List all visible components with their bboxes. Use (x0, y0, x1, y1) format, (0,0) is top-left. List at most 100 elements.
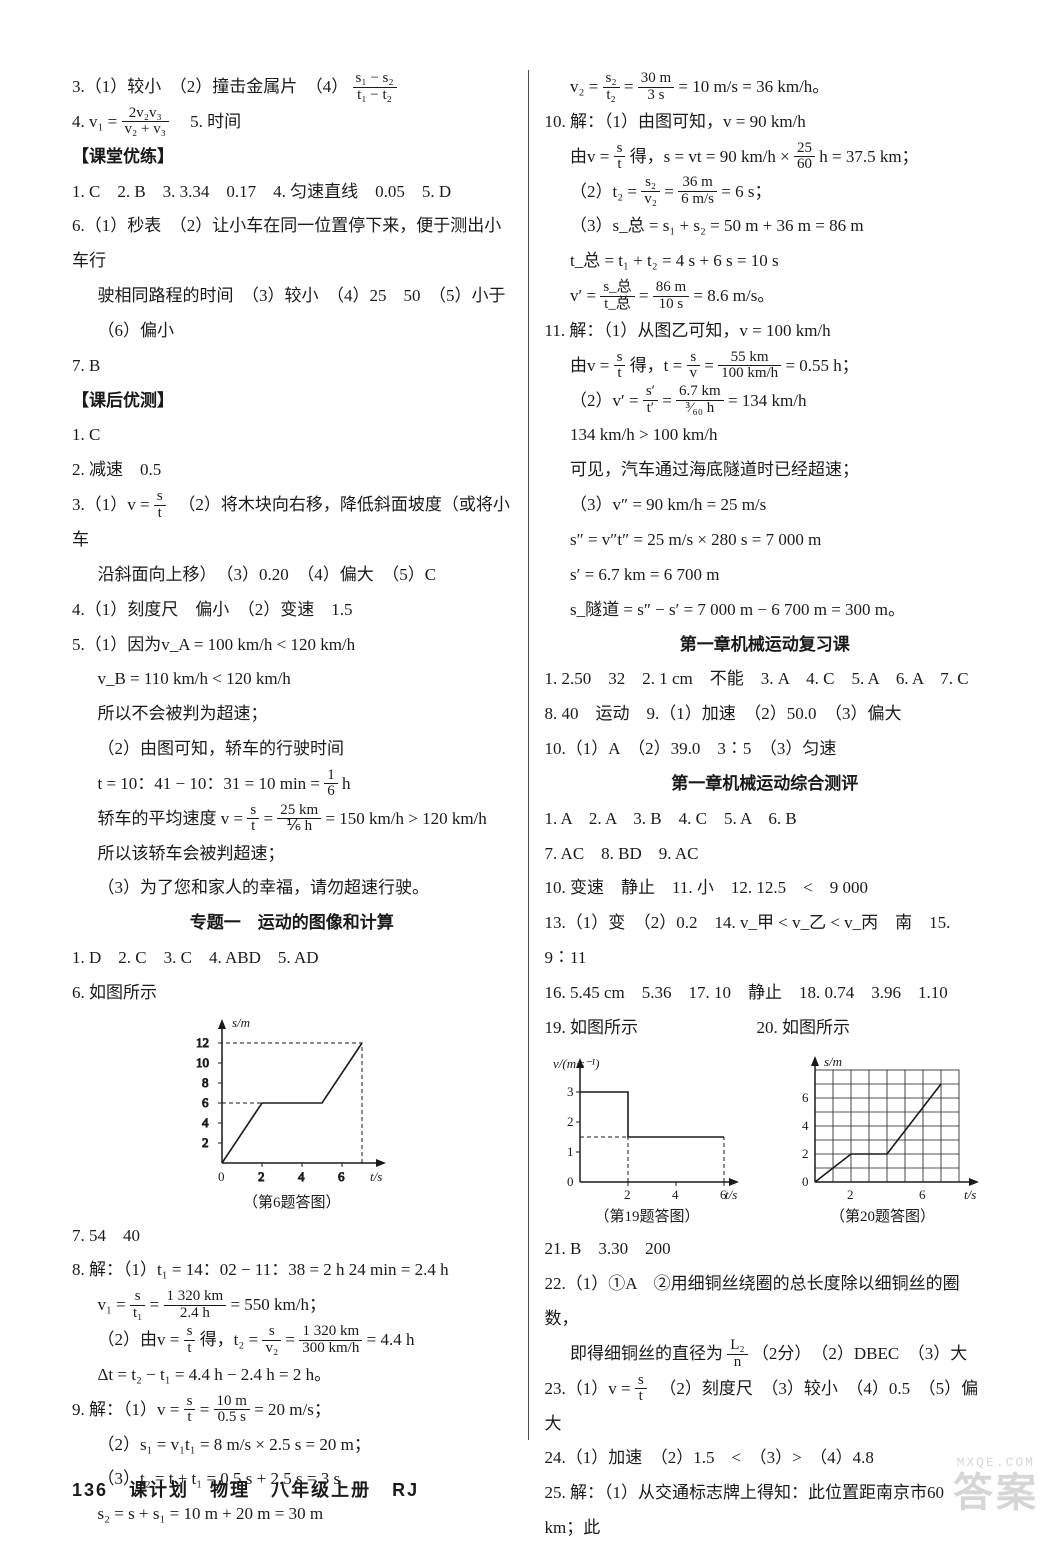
line: 19. 如图所示 20. 如图所示 (545, 1011, 986, 1046)
svg-text:6: 6 (202, 1095, 209, 1110)
right-column: v₂ = s₂t₂ = 30 m3 s = 10 m/s = 36 km/h。 … (529, 70, 1002, 1440)
chart-q6: 2 4 6 8 10 12 2 4 6 0 s/m t/s (182, 1013, 402, 1188)
line: s_隧道 = s″ − s′ = 7 000 m − 6 700 m = 300… (545, 593, 986, 628)
svg-text:v/(m·s⁻¹): v/(m·s⁻¹) (553, 1056, 600, 1071)
svg-text:8: 8 (202, 1075, 209, 1090)
svg-text:3: 3 (567, 1084, 574, 1099)
line: v′ = s_总t_总 = 86 m10 s = 8.6 m/s。 (545, 279, 986, 314)
text: 轿车的平均速度 v = (98, 809, 248, 828)
line: Δt = t₂ − t₁ = 4.4 h − 2.4 h = 2 h。 (72, 1358, 512, 1393)
line: 6.（1）秒表 （2）让小车在同一位置停下来，便于测出小车行 (72, 209, 512, 279)
line: 134 km/h > 100 km/h (545, 418, 986, 453)
page-number: 136 (72, 1480, 108, 1500)
line: 6. 如图所示 (72, 976, 512, 1011)
fraction: 1 6 (324, 768, 338, 801)
page-footer: 136 课计划 物理 八年级上册 RJ (72, 1476, 419, 1502)
line: 轿车的平均速度 v = s t = 25 km ⅙ h = 150 km/h >… (72, 802, 512, 837)
svg-text:2: 2 (258, 1169, 265, 1184)
line: 由v = st 得，t = sv = 55 km100 km/h = 0.55 … (545, 349, 986, 384)
text: h (342, 774, 351, 793)
line: v₁ = st₁ = 1 320 km2.4 h = 550 km/h； (72, 1288, 512, 1323)
svg-text:2: 2 (847, 1187, 854, 1202)
line: 11. 解：（1）从图乙可知，v = 100 km/h (545, 314, 986, 349)
footer-subject: 物理 (210, 1480, 250, 1500)
topic-heading: 第一章机械运动复习课 (545, 628, 986, 663)
line: （3）v″ = 90 km/h = 25 m/s (545, 488, 986, 523)
svg-text:2: 2 (567, 1114, 574, 1129)
svg-text:0: 0 (567, 1174, 574, 1189)
footer-grade: 八年级上册 (271, 1480, 371, 1500)
svg-text:4: 4 (802, 1118, 809, 1133)
line: 驶相同路程的时间 （3）较小 （4）25 50 （5）小于 (72, 279, 512, 314)
line: 3.（1）v = s t （2）将木块向右移，降低斜面坡度（或将小车 (72, 488, 512, 558)
fraction: 2v₂v₃ v₂ + v₃ (122, 106, 169, 139)
svg-text:s/m: s/m (232, 1015, 250, 1030)
line: 7. 54 40 (72, 1219, 512, 1254)
line: 1. C (72, 418, 512, 453)
chart-caption: （第6题答图） (72, 1188, 512, 1219)
line: 所以该轿车会被判超速； (72, 837, 512, 872)
line: 9. 解：（1）v = st = 10 m0.5 s = 20 m/s； (72, 1393, 512, 1428)
text: 3.（1）较小 （2）撞击金属片 （4） (72, 77, 348, 96)
svg-text:6: 6 (802, 1090, 809, 1105)
svg-text:0: 0 (802, 1174, 809, 1189)
topic-heading: 第一章机械运动综合测评 (545, 767, 986, 802)
line: 10. 解：（1）由图可知，v = 90 km/h (545, 105, 986, 140)
line: （2）v′ = s′t′ = 6.7 km³⁄₆₀ h = 134 km/h (545, 384, 986, 419)
svg-text:2: 2 (802, 1146, 809, 1161)
text: 4. v₁ = (72, 112, 122, 131)
line: （6）偏小 (72, 314, 512, 349)
svg-text:t/s: t/s (964, 1187, 976, 1202)
svg-text:10: 10 (196, 1055, 209, 1070)
watermark-text: 答案 (953, 1460, 1039, 1518)
svg-text:12: 12 (196, 1035, 209, 1050)
svg-text:2: 2 (624, 1187, 631, 1202)
line: v_B = 110 km/h < 120 km/h (72, 662, 512, 697)
text: 3.（1）v = (72, 495, 154, 514)
line: 沿斜面向上移） （3）0.20 （4）偏大 （5）C (72, 558, 512, 593)
fraction: s₁ − s₂ t₁ − t₂ (353, 71, 397, 104)
line: （2）t₂ = s₂v₂ = 36 m6 m/s = 6 s； (545, 175, 986, 210)
line: 23.（1）v = st （2）刻度尺 （3）较小 （4）0.5 （5）偏大 (545, 1372, 986, 1442)
text: = 150 km/h > 120 km/h (325, 809, 486, 828)
chart-q20: 2 4 6 2 6 0 s/m t/s (780, 1052, 985, 1202)
line: 由v = st 得，s = vt = 90 km/h × 2560 h = 37… (545, 140, 986, 175)
svg-text:4: 4 (202, 1115, 209, 1130)
text: 5. 时间 (173, 112, 241, 131)
svg-text:6: 6 (338, 1169, 345, 1184)
svg-text:t/s: t/s (725, 1187, 737, 1202)
line: 5.（1）因为v_A = 100 km/h < 120 km/h (72, 628, 512, 663)
line: 4. v₁ = 2v₂v₃ v₂ + v₃ 5. 时间 (72, 105, 512, 140)
line: t = 10：41 − 10：31 = 10 min = 1 6 h (72, 767, 512, 802)
fraction: s t (247, 803, 259, 836)
svg-text:2: 2 (202, 1135, 209, 1150)
line: 10. 变速 静止 11. 小 12. 12.5 < 9 000 (545, 871, 986, 906)
line: 10.（1）A （2）39.0 3∶5 （3）匀速 (545, 732, 986, 767)
line: （2）由图可知，轿车的行驶时间 (72, 732, 512, 767)
line: 2. 减速 0.5 (72, 453, 512, 488)
line: 22.（1）①A ②用细铜丝绕圈的总长度除以细铜丝的圈数， (545, 1267, 986, 1337)
line: 7. B (72, 349, 512, 384)
chart-caption: （第19题答图） (545, 1202, 750, 1233)
line: 21. B 3.30 200 (545, 1232, 986, 1267)
line: 3.（1）较小 （2）撞击金属片 （4） s₁ − s₂ t₁ − t₂ (72, 70, 512, 105)
svg-text:6: 6 (919, 1187, 926, 1202)
svg-text:0: 0 (218, 1169, 225, 1184)
line: 7. AC 8. BD 9. AC (545, 837, 986, 872)
line: s′ = 6.7 km = 6 700 m (545, 558, 986, 593)
line: s″ = v″t″ = 25 m/s × 280 s = 7 000 m (545, 523, 986, 558)
line: 13.（1）变 （2）0.2 14. v_甲 < v_乙 < v_丙 南 15.… (545, 906, 986, 976)
line: s₂ = s + s₁ = 10 m + 20 m = 30 m (72, 1497, 512, 1532)
line: （3）s_总 = s₁ + s₂ = 50 m + 36 m = 86 m (545, 209, 986, 244)
svg-text:4: 4 (672, 1187, 679, 1202)
line: 8. 40 运动 9.（1）加速 （2）50.0 （3）偏大 (545, 697, 986, 732)
charts-row: 0 1 2 3 2 4 6 v/(m·s⁻¹) t/s (545, 1050, 986, 1233)
line: （2）s₁ = v₁t₁ = 8 m/s × 2.5 s = 20 m； (72, 1428, 512, 1463)
line: 即得细铜丝的直径为 L₂n （2分） （2）DBEC （3）大 (545, 1337, 986, 1372)
line: 4.（1）刻度尺 偏小 （2）变速 1.5 (72, 593, 512, 628)
section-heading: 【课后优测】 (72, 384, 512, 419)
line: 1. C 2. B 3. 3.34 0.17 4. 匀速直线 0.05 5. D (72, 175, 512, 210)
line: （2）由v = st 得，t₂ = sv₂ = 1 320 km300 km/h… (72, 1323, 512, 1358)
line: 8. 解：（1）t₁ = 14：02 − 11：38 = 2 h 24 min … (72, 1253, 512, 1288)
left-column: 3.（1）较小 （2）撞击金属片 （4） s₁ − s₂ t₁ − t₂ 4. … (56, 70, 529, 1440)
